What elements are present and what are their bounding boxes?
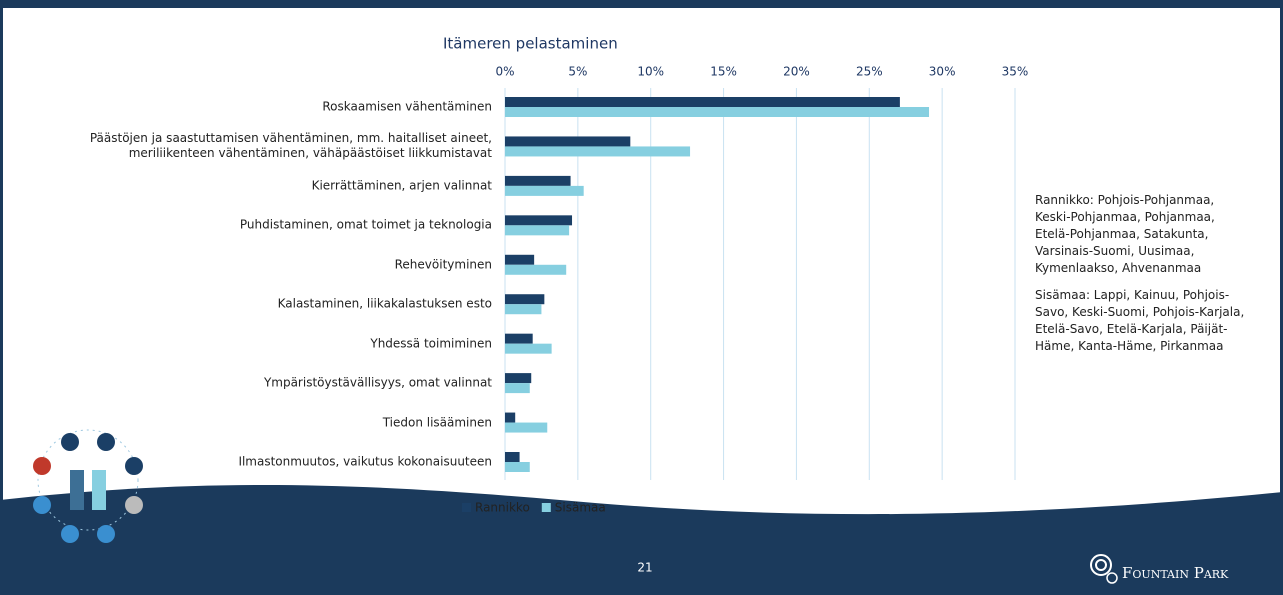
legend-swatch [542, 503, 551, 512]
note: Rannikko: Pohjois-Pohjanmaa, Keski-Pohja… [1035, 192, 1250, 277]
bar [505, 344, 552, 354]
category-label: Ilmastonmuutos, vaikutus kokonaisuuteen [22, 455, 492, 470]
notes: Rannikko: Pohjois-Pohjanmaa, Keski-Pohja… [1035, 192, 1250, 365]
bar [505, 423, 547, 433]
bar [505, 97, 900, 107]
slide: Itämeren pelastaminen 21 Fountain Park 0… [0, 0, 1283, 595]
bar [505, 265, 566, 275]
x-tick-label: 0% [495, 65, 514, 79]
bar [505, 255, 534, 265]
category-label: Yhdessä toimiminen [22, 336, 492, 351]
bar [505, 186, 584, 196]
x-tick-label: 25% [856, 65, 883, 79]
x-tick-label: 35% [1002, 65, 1029, 79]
x-tick-label: 30% [929, 65, 956, 79]
bar [505, 373, 531, 383]
category-label: Rehevöityminen [22, 257, 492, 272]
category-label: Tiedon lisääminen [22, 415, 492, 430]
bar [505, 176, 571, 186]
x-tick-label: 20% [783, 65, 810, 79]
bar [505, 413, 515, 423]
bar [505, 462, 530, 472]
bar [505, 334, 533, 344]
category-label: Ympäristöystävällisyys, omat valinnat [22, 376, 492, 391]
bar [505, 136, 630, 146]
x-tick-label: 5% [568, 65, 587, 79]
bar [505, 146, 690, 156]
category-label: Kierrättäminen, arjen valinnat [22, 178, 492, 193]
top-band [0, 0, 1283, 8]
category-label: Puhdistaminen, omat toimet ja teknologia [22, 218, 492, 233]
legend-swatch [462, 503, 471, 512]
bar [505, 107, 929, 117]
bar [505, 304, 541, 314]
chart-title: Itämeren pelastaminen [443, 35, 618, 53]
bar [505, 452, 520, 462]
bar [505, 383, 530, 393]
category-label: Kalastaminen, liikakalastuksen esto [22, 297, 492, 312]
x-tick-label: 10% [637, 65, 664, 79]
bar [505, 215, 572, 225]
category-label: Päästöjen ja saastuttamisen vähentäminen… [22, 131, 492, 161]
legend-label: Sisämaa [555, 501, 606, 515]
note: Sisämaa: Lappi, Kainuu, Pohjois-Savo, Ke… [1035, 287, 1250, 355]
brand: Fountain Park [1122, 564, 1229, 582]
page-number: 21 [637, 561, 652, 575]
legend-label: Rannikko [475, 501, 530, 515]
bar [505, 225, 569, 235]
category-label: Roskaamisen vähentäminen [22, 100, 492, 115]
bottom-wave [0, 485, 1283, 595]
bar [505, 294, 544, 304]
x-tick-label: 15% [710, 65, 737, 79]
